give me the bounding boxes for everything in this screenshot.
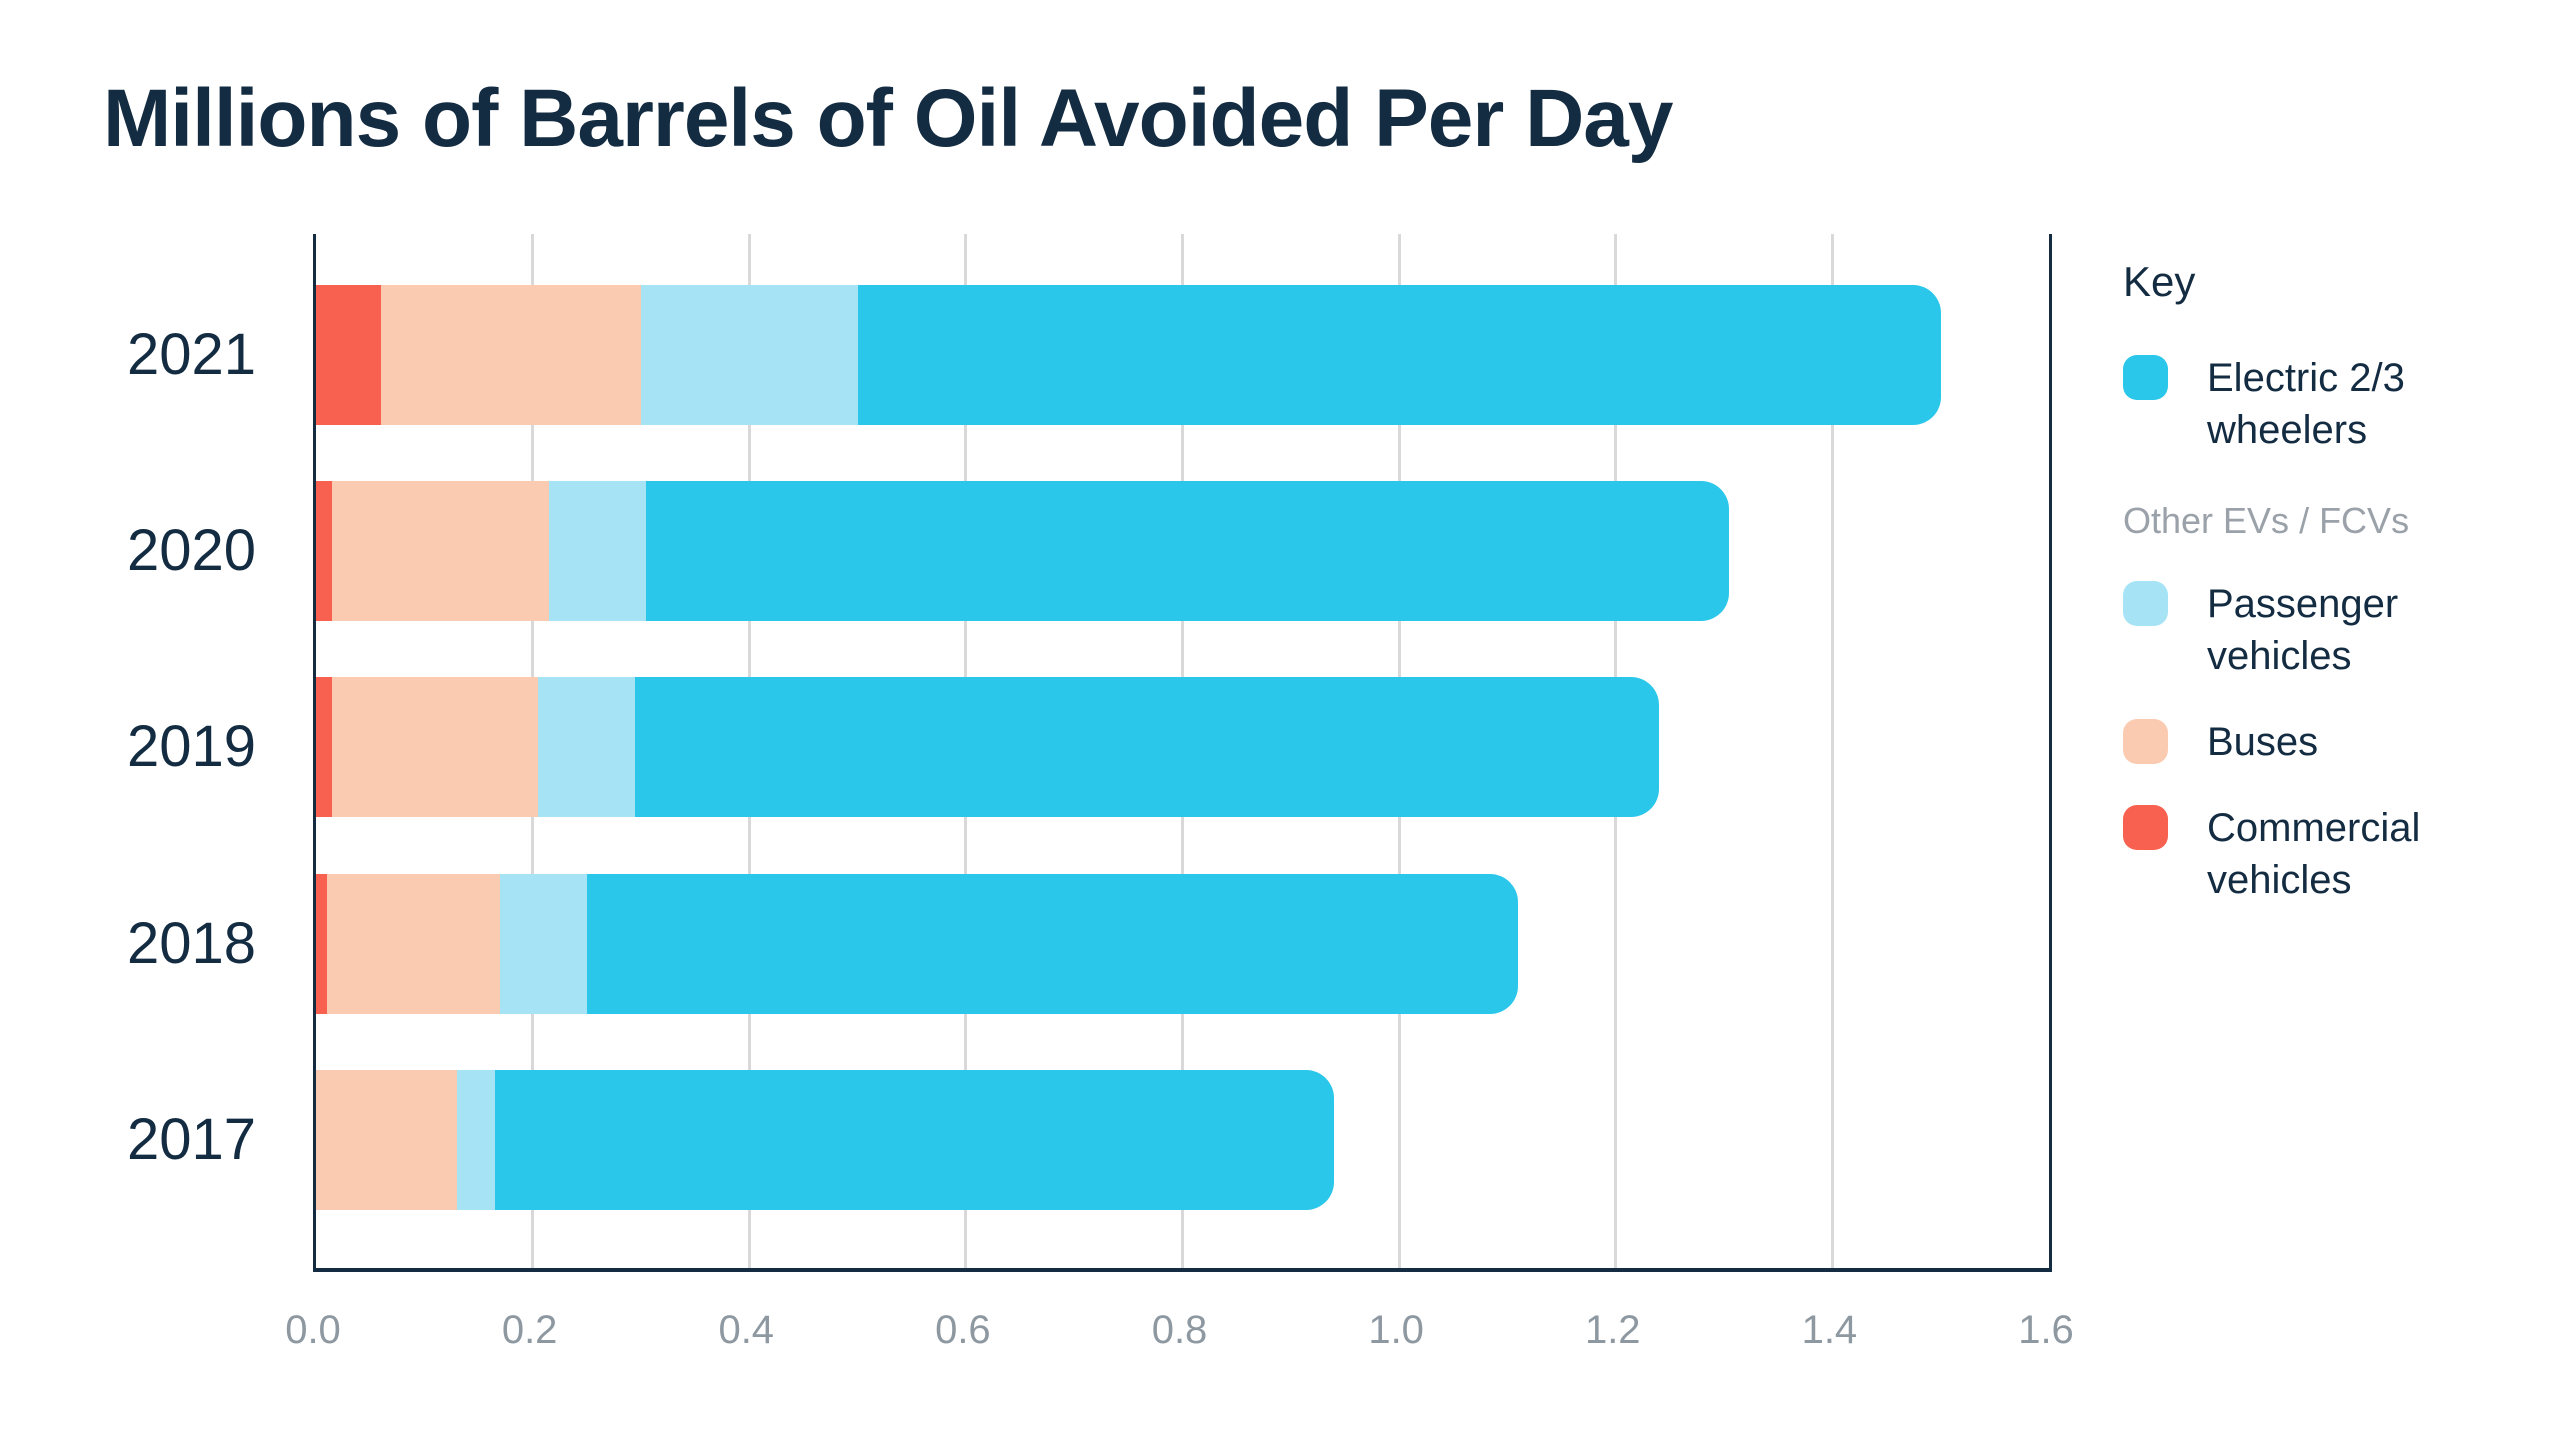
legend-swatch-buses xyxy=(2123,719,2168,764)
y-axis-label-2018: 2018 xyxy=(126,910,256,976)
legend-swatch-electric-2-3-wheelers xyxy=(2123,355,2168,400)
bar-segment-passenger-vehicles-2018 xyxy=(500,873,587,1014)
bar-segment-electric-2-3-wheelers-2019 xyxy=(635,677,1660,818)
x-axis-tick-label-0.0: 0.0 xyxy=(285,1308,341,1352)
bar-segment-buses-2018 xyxy=(326,873,501,1014)
bar-row-2021 xyxy=(316,285,1941,425)
legend-item-label: Electric 2/3 wheelers xyxy=(2207,356,2405,452)
x-axis-tick-label-1.6: 1.6 xyxy=(2018,1308,2074,1352)
legend-item-label: Passenger vehicles xyxy=(2207,582,2399,678)
legend-item-buses: Buses xyxy=(2123,716,2483,768)
x-axis-tick-label-0.2: 0.2 xyxy=(501,1308,558,1352)
bar-segment-electric-2-3-wheelers-2018 xyxy=(586,873,1519,1014)
legend-group-label: Other EVs / FCVs xyxy=(2123,500,2410,541)
legend-item-label: Buses xyxy=(2207,720,2319,764)
legend-item-passenger-vehicles: Passenger vehicles xyxy=(2123,578,2483,682)
legend-item-electric-2-3-wheelers: Electric 2/3 wheelers xyxy=(2123,352,2483,456)
bar-segment-commercial-vehicles-2021 xyxy=(316,285,381,425)
bar-row-2017 xyxy=(316,1069,1335,1210)
y-axis-label-2019: 2019 xyxy=(126,714,256,780)
x-axis-tick-label-0.4: 0.4 xyxy=(718,1308,775,1352)
bar-segment-electric-2-3-wheelers-2020 xyxy=(646,481,1730,622)
bar-segment-buses-2017 xyxy=(316,1069,457,1210)
plot-inner xyxy=(316,234,2049,1268)
bar-segment-electric-2-3-wheelers-2017 xyxy=(494,1069,1335,1210)
bar-segment-commercial-vehicles-2020 xyxy=(316,481,333,622)
bar-segment-buses-2019 xyxy=(332,677,539,818)
bar-row-2019 xyxy=(316,677,1660,818)
legend-item-label: Commercial vehicles xyxy=(2207,806,2421,902)
legend-swatch-commercial-vehicles xyxy=(2123,805,2168,850)
y-axis-labels: 2021 2020 2019 2018 2017 xyxy=(0,234,256,1268)
x-axis-tick-label-1.0: 1.0 xyxy=(1368,1308,1424,1352)
bar-segment-buses-2020 xyxy=(332,481,549,622)
bar-segment-passenger-vehicles-2017 xyxy=(456,1069,495,1210)
y-axis-label-2020: 2020 xyxy=(126,518,256,584)
bar-segment-passenger-vehicles-2021 xyxy=(640,285,858,425)
chart-title: Millions of Barrels of Oil Avoided Per D… xyxy=(103,73,1673,164)
bar-row-2020 xyxy=(316,481,1730,622)
x-axis-tick-label-0.8: 0.8 xyxy=(1151,1308,1208,1352)
x-axis-tick-label-1.4: 1.4 xyxy=(1801,1308,1858,1352)
bar-segment-passenger-vehicles-2020 xyxy=(548,481,647,622)
bar-segment-commercial-vehicles-2018 xyxy=(316,873,327,1014)
y-axis-label-2017: 2017 xyxy=(126,1106,256,1172)
bar-row-2018 xyxy=(316,873,1519,1014)
legend-item-commercial-vehicles: Commercial vehicles xyxy=(2123,802,2483,906)
bar-segment-commercial-vehicles-2019 xyxy=(316,677,333,818)
bar-segment-buses-2021 xyxy=(380,285,641,425)
bar-segment-passenger-vehicles-2019 xyxy=(538,677,636,818)
x-axis-tick-label-1.2: 1.2 xyxy=(1584,1308,1641,1352)
x-axis-tick-label-0.6: 0.6 xyxy=(935,1308,991,1352)
bar-segment-electric-2-3-wheelers-2021 xyxy=(857,285,1941,425)
x-axis-labels: 0.0 0.2 0.4 0.6 0.8 1.0 1.2 1.4 1.6 xyxy=(285,1308,2074,1368)
legend: Key Electric 2/3 wheelers Other EVs / FC… xyxy=(2123,258,2483,940)
legend-swatch-passenger-vehicles xyxy=(2123,581,2168,626)
gridline-x-1.4 xyxy=(1830,234,1834,1268)
y-axis-label-2021: 2021 xyxy=(126,322,256,387)
legend-title: Key xyxy=(2123,258,2196,305)
plot-area xyxy=(313,234,2052,1272)
